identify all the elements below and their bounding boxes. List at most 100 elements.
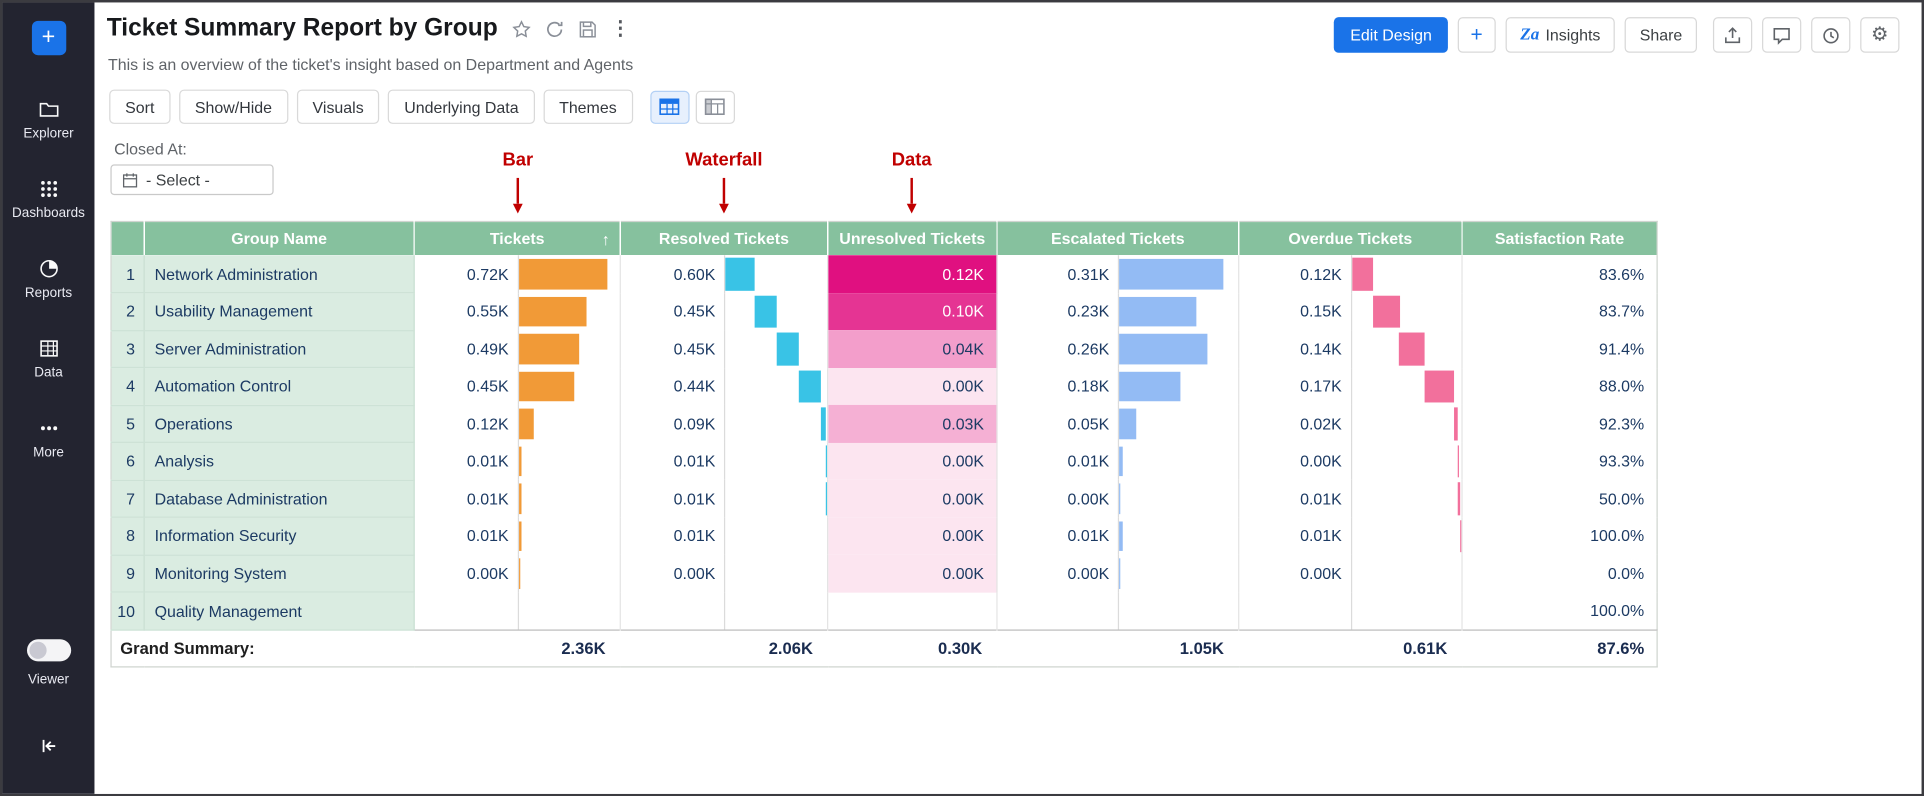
column-header-tickets[interactable]: Tickets ↑ bbox=[414, 221, 621, 256]
tickets-cell[interactable]: 0.55K bbox=[414, 292, 621, 331]
unresolved-tickets-cell[interactable]: 0.03K bbox=[827, 404, 998, 443]
favorite-star-icon[interactable] bbox=[511, 19, 531, 39]
refresh-icon[interactable] bbox=[544, 19, 564, 39]
collapse-sidebar-button[interactable] bbox=[2, 735, 94, 757]
sidebar-item-more[interactable]: More bbox=[2, 399, 94, 479]
table-view-button[interactable] bbox=[649, 90, 690, 124]
group-name-cell[interactable]: Quality Management bbox=[144, 592, 415, 631]
group-name-cell[interactable]: Usability Management bbox=[144, 292, 415, 331]
tickets-cell[interactable]: 0.01K bbox=[414, 479, 621, 518]
column-header-resolved-tickets[interactable]: Resolved Tickets bbox=[620, 221, 829, 256]
history-button[interactable] bbox=[1811, 17, 1851, 53]
overdue-tickets-cell[interactable]: 0.15K bbox=[1238, 292, 1463, 331]
viewer-toggle[interactable] bbox=[26, 639, 71, 662]
sidebar-item-data[interactable]: Data bbox=[2, 319, 94, 399]
resolved-tickets-cell[interactable]: 0.00K bbox=[620, 554, 829, 593]
group-name-cell[interactable]: Information Security bbox=[144, 517, 415, 556]
tickets-cell[interactable]: 0.45K bbox=[414, 367, 621, 405]
column-header-overdue-tickets[interactable]: Overdue Tickets bbox=[1238, 221, 1463, 256]
group-name-cell[interactable]: Network Administration bbox=[144, 255, 415, 294]
pivot-view-button[interactable] bbox=[695, 90, 735, 124]
column-header-satisfaction-rate[interactable]: Satisfaction Rate bbox=[1462, 221, 1658, 256]
escalated-tickets-cell[interactable]: 0.18K bbox=[996, 367, 1240, 405]
escalated-tickets-cell[interactable] bbox=[996, 592, 1240, 631]
closed-at-select[interactable]: - Select - bbox=[110, 164, 274, 196]
unresolved-tickets-cell[interactable]: 0.00K bbox=[827, 517, 998, 555]
unresolved-tickets-cell[interactable]: 0.00K bbox=[827, 442, 998, 480]
unresolved-tickets-cell[interactable]: 0.00K bbox=[827, 479, 998, 518]
tickets-value: 0.55K bbox=[466, 302, 509, 321]
comments-button[interactable] bbox=[1762, 17, 1802, 53]
group-name-cell[interactable]: Analysis bbox=[144, 442, 415, 481]
toolbar-button-show-hide[interactable]: Show/Hide bbox=[178, 89, 289, 124]
overdue-tickets-cell[interactable]: 0.12K bbox=[1238, 255, 1463, 293]
unresolved-tickets-cell[interactable]: 0.12K bbox=[827, 255, 998, 293]
overdue-tickets-cell[interactable]: 0.00K bbox=[1238, 554, 1463, 593]
tickets-cell[interactable]: 0.01K bbox=[414, 442, 621, 480]
escalated-tickets-cell[interactable]: 0.00K bbox=[996, 479, 1240, 518]
toolbar-button-underlying-data[interactable]: Underlying Data bbox=[388, 89, 535, 124]
settings-button[interactable]: ⚙ bbox=[1860, 17, 1900, 53]
save-icon[interactable] bbox=[577, 19, 597, 39]
group-name-cell[interactable]: Automation Control bbox=[144, 367, 415, 406]
escalated-tickets-cell[interactable]: 0.31K bbox=[996, 255, 1240, 293]
resolved-tickets-cell[interactable]: 0.44K bbox=[620, 367, 829, 405]
toolbar-button-visuals[interactable]: Visuals bbox=[296, 89, 380, 124]
escalated-tickets-cell[interactable]: 0.01K bbox=[996, 517, 1240, 555]
export-button[interactable] bbox=[1712, 17, 1753, 53]
sidebar-item-explorer[interactable]: Explorer bbox=[2, 80, 94, 160]
unresolved-tickets-cell[interactable]: 0.00K bbox=[827, 554, 998, 593]
overdue-tickets-cell[interactable]: 0.17K bbox=[1238, 367, 1463, 405]
group-name-cell[interactable]: Database Administration bbox=[144, 479, 415, 518]
group-name-cell[interactable]: Monitoring System bbox=[144, 554, 415, 593]
column-header-escalated-tickets[interactable]: Escalated Tickets bbox=[996, 221, 1240, 256]
overdue-tickets-cell[interactable]: 0.02K bbox=[1238, 404, 1463, 443]
escalated-tickets-cell[interactable]: 0.00K bbox=[996, 554, 1240, 593]
overdue-tickets-cell[interactable] bbox=[1238, 592, 1463, 631]
tickets-cell[interactable]: 0.01K bbox=[414, 517, 621, 555]
overdue-tickets-cell[interactable]: 0.00K bbox=[1238, 442, 1463, 480]
overdue-tickets-cell[interactable]: 0.01K bbox=[1238, 479, 1463, 518]
more-options-icon[interactable]: ⋮ bbox=[610, 17, 631, 39]
group-name-cell[interactable]: Server Administration bbox=[144, 330, 415, 369]
create-new-button[interactable]: + bbox=[31, 20, 66, 56]
unresolved-tickets-cell[interactable] bbox=[827, 592, 998, 631]
tickets-cell[interactable] bbox=[414, 592, 621, 631]
escalated-tickets-cell[interactable]: 0.01K bbox=[996, 442, 1240, 480]
sidebar-item-dashboards[interactable]: Dashboards bbox=[2, 160, 94, 240]
share-button[interactable]: Share bbox=[1624, 17, 1697, 53]
resolved-tickets-cell[interactable]: 0.45K bbox=[620, 330, 829, 368]
overdue-tickets-cell[interactable]: 0.01K bbox=[1238, 517, 1463, 555]
tickets-cell[interactable]: 0.72K bbox=[414, 255, 621, 293]
column-header-group-name[interactable]: Group Name bbox=[144, 221, 415, 256]
report-table-head-row: Group Name Tickets ↑ Resolved Tickets Unreso… bbox=[111, 221, 1658, 256]
resolved-tickets-cell[interactable] bbox=[620, 592, 829, 631]
escalated-tickets-cell[interactable]: 0.05K bbox=[996, 404, 1240, 443]
overdue-tickets-cell[interactable]: 0.14K bbox=[1238, 330, 1463, 368]
unresolved-tickets-cell[interactable]: 0.04K bbox=[827, 330, 998, 368]
tickets-cell[interactable]: 0.49K bbox=[414, 330, 621, 368]
tickets-cell[interactable]: 0.12K bbox=[414, 404, 621, 443]
edit-design-button[interactable]: Edit Design bbox=[1334, 17, 1448, 53]
resolved-tickets-cell[interactable]: 0.01K bbox=[620, 517, 829, 555]
overdue-tickets-value: 0.00K bbox=[1300, 451, 1342, 471]
resolved-tickets-cell[interactable]: 0.60K bbox=[620, 255, 829, 293]
toolbar-button-sort[interactable]: Sort bbox=[109, 89, 171, 124]
add-report-button[interactable]: + bbox=[1457, 17, 1496, 53]
insights-button[interactable]: Za Insights bbox=[1505, 17, 1616, 53]
toolbar-button-themes[interactable]: Themes bbox=[543, 89, 633, 124]
resolved-tickets-cell[interactable]: 0.01K bbox=[620, 479, 829, 518]
resolved-tickets-cell[interactable]: 0.09K bbox=[620, 404, 829, 443]
resolved-tickets-cell[interactable]: 0.01K bbox=[620, 442, 829, 480]
sidebar-item-label: Data bbox=[34, 365, 63, 381]
escalated-tickets-cell[interactable]: 0.23K bbox=[996, 292, 1240, 331]
tickets-cell[interactable]: 0.00K bbox=[414, 554, 621, 593]
column-header-unresolved-tickets[interactable]: Unresolved Tickets bbox=[827, 221, 998, 256]
pie-chart-icon bbox=[37, 258, 59, 280]
group-name-cell[interactable]: Operations bbox=[144, 404, 415, 443]
resolved-tickets-cell[interactable]: 0.45K bbox=[620, 292, 829, 331]
sidebar-item-reports[interactable]: Reports bbox=[2, 239, 94, 319]
unresolved-tickets-cell[interactable]: 0.10K bbox=[827, 292, 998, 331]
unresolved-tickets-cell[interactable]: 0.00K bbox=[827, 367, 998, 405]
escalated-tickets-cell[interactable]: 0.26K bbox=[996, 330, 1240, 368]
